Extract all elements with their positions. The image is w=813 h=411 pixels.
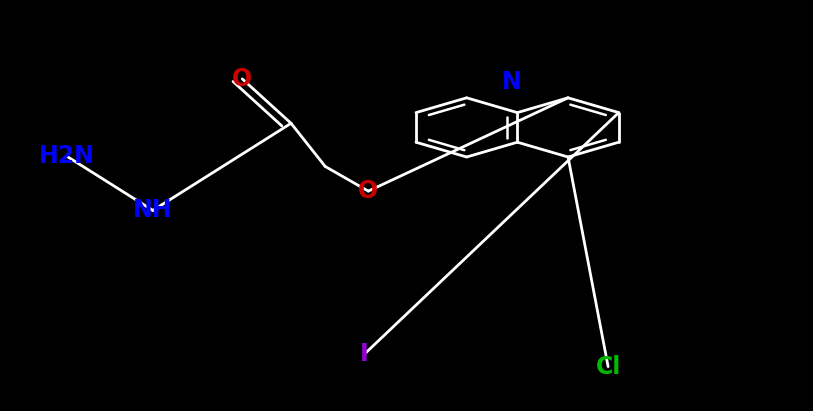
Text: NH: NH (133, 199, 172, 222)
Text: I: I (360, 342, 368, 366)
Text: O: O (233, 67, 252, 91)
Text: N: N (502, 70, 522, 94)
Text: Cl: Cl (595, 355, 621, 379)
Text: O: O (359, 179, 378, 203)
Text: H2N: H2N (39, 144, 94, 168)
